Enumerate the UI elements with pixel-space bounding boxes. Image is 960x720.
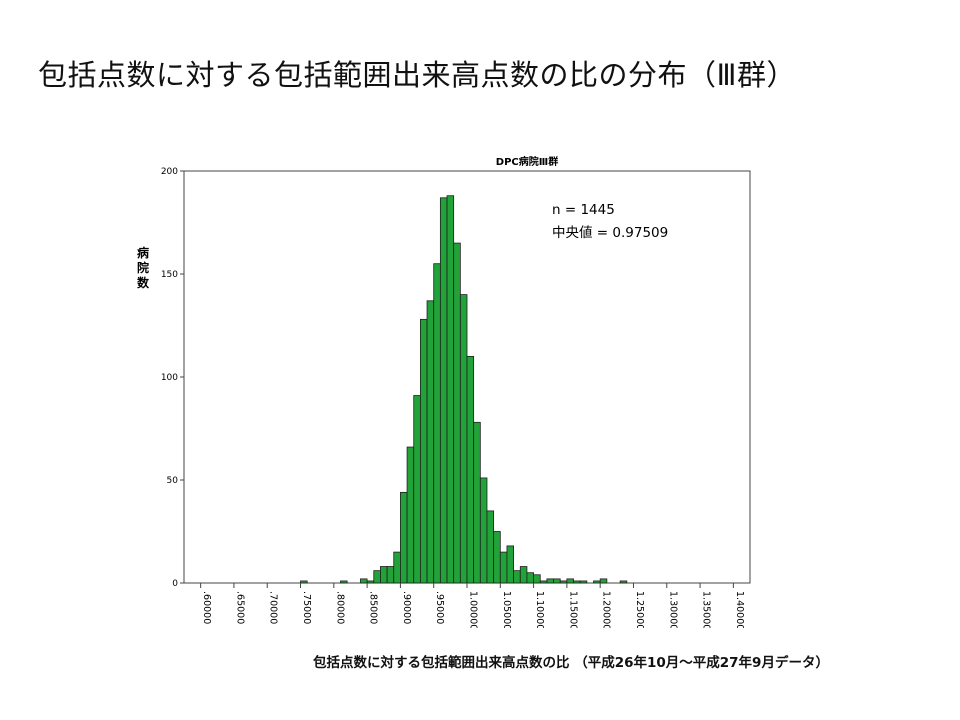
histogram-bar bbox=[459, 294, 468, 584]
histogram-bar bbox=[493, 531, 501, 584]
y-axis-label-char: 数 bbox=[137, 275, 150, 290]
histogram-bar bbox=[393, 551, 401, 584]
histogram-bar bbox=[539, 580, 548, 584]
x-tick-label: 1.15000 bbox=[567, 591, 578, 628]
bars-group bbox=[300, 195, 628, 584]
x-tick-label: .70000 bbox=[268, 591, 279, 624]
histogram-bar bbox=[559, 580, 568, 584]
histogram-bar bbox=[599, 578, 608, 584]
slide-title: 包括点数に対する包括範囲出来高点数の比の分布（Ⅲ群） bbox=[38, 58, 796, 92]
x-axis: .60000 .65000 .70000 .75000 .80000 .85000 .900… bbox=[200, 583, 745, 630]
y-tick-label: 200 bbox=[161, 167, 178, 177]
histogram-bar bbox=[406, 446, 415, 584]
histogram-bar bbox=[360, 578, 368, 584]
x-tick-label: .60000 bbox=[201, 591, 212, 624]
y-tick-label: 150 bbox=[161, 270, 178, 280]
histogram-bar bbox=[519, 566, 528, 584]
histogram-bar bbox=[413, 395, 421, 584]
x-tick-label: .65000 bbox=[234, 591, 245, 624]
y-axis-label-char: 病 bbox=[137, 245, 149, 260]
x-tick-label: 1.30000 bbox=[667, 591, 678, 628]
x-tick-label: .80000 bbox=[334, 591, 345, 624]
annotation-n: n = 1445 bbox=[552, 202, 615, 218]
histogram-bar bbox=[573, 580, 581, 584]
histogram-bar bbox=[433, 263, 441, 584]
histogram-bar bbox=[426, 300, 435, 584]
histogram-bar bbox=[340, 580, 348, 584]
histogram-bar bbox=[546, 578, 554, 584]
histogram-bar bbox=[533, 574, 541, 584]
histogram-bar bbox=[479, 477, 488, 584]
chart-title: DPC病院Ⅲ群 bbox=[496, 155, 558, 168]
x-tick-label: .75000 bbox=[301, 591, 312, 624]
histogram-bar bbox=[473, 421, 481, 584]
histogram-bar bbox=[380, 566, 388, 584]
x-tick-label: 1.40000 bbox=[734, 591, 745, 628]
histogram-bar bbox=[553, 578, 561, 584]
annotation-median: 中央値 = 0.97509 bbox=[552, 225, 668, 241]
histogram-bar bbox=[466, 355, 475, 584]
histogram-bar bbox=[486, 510, 495, 584]
y-axis-label: 病院数 bbox=[137, 245, 150, 290]
x-tick-label: 1.05000 bbox=[501, 591, 512, 628]
histogram-bar bbox=[506, 545, 515, 584]
chart-caption: 包括点数に対する包括範囲出来高点数の比 （平成26年10月～平成27年9月データ… bbox=[313, 655, 829, 671]
histogram-bar bbox=[593, 580, 601, 584]
y-tick-label: 0 bbox=[172, 579, 178, 589]
x-tick-label: 1.35000 bbox=[701, 591, 712, 628]
x-tick-label: 1.10000 bbox=[534, 591, 545, 628]
histogram-bar bbox=[513, 570, 521, 584]
histogram-bar bbox=[373, 570, 381, 584]
x-tick-label: 1.20000 bbox=[601, 591, 612, 628]
x-tick-label: 1.00000 bbox=[468, 591, 479, 628]
histogram-bar bbox=[386, 566, 395, 584]
histogram-bar bbox=[453, 242, 461, 584]
y-tick-label: 50 bbox=[167, 476, 179, 486]
histogram-bar bbox=[439, 197, 448, 584]
histogram-bar bbox=[619, 580, 628, 584]
histogram-bar bbox=[526, 572, 534, 584]
x-tick-label: .90000 bbox=[401, 591, 412, 624]
chart-svg: DPC病院Ⅲ群 0 50 100 150 200 .60000 .65000 .70000.… bbox=[137, 155, 751, 630]
x-tick-label: 1.25000 bbox=[634, 591, 645, 628]
y-axis: 0 50 100 150 200 bbox=[161, 167, 184, 589]
histogram-bar bbox=[419, 318, 428, 584]
x-tick-label: .85000 bbox=[368, 591, 379, 624]
histogram-bar bbox=[300, 580, 308, 584]
histogram-bar bbox=[499, 551, 508, 584]
histogram-chart: DPC病院Ⅲ群 0 50 100 150 200 .60000 .65000 .70000.… bbox=[120, 148, 770, 630]
y-axis-label-char: 院 bbox=[137, 260, 149, 275]
histogram-bar bbox=[446, 195, 455, 584]
x-tick-label: .95000 bbox=[434, 591, 445, 624]
histogram-bar bbox=[366, 580, 375, 584]
histogram-bar bbox=[400, 491, 408, 584]
histogram-bar bbox=[566, 578, 574, 584]
y-tick-label: 100 bbox=[161, 373, 178, 383]
histogram-bar bbox=[579, 580, 588, 584]
